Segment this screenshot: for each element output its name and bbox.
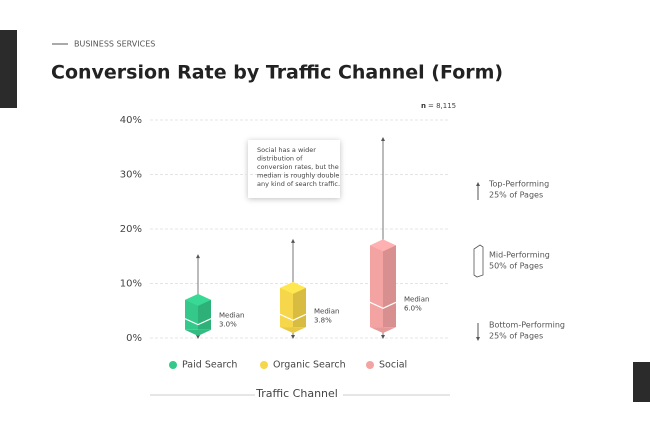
sample-note: = 8,115: [428, 102, 456, 110]
box-left: [370, 245, 383, 328]
side-legend-text: Mid-Performing: [489, 251, 550, 260]
annotation-line: distribution of: [257, 155, 303, 163]
y-tick-label: 30%: [120, 170, 142, 181]
legend-label: Social: [379, 360, 407, 371]
box-left: [185, 299, 198, 330]
decor-bar: [0, 30, 17, 108]
chart-title: Conversion Rate by Traffic Channel (Form…: [51, 62, 503, 84]
side-icons: [473, 182, 484, 341]
annotation-line: Social has a wider: [257, 146, 316, 154]
annotation: [248, 140, 340, 198]
box-bottom: [185, 329, 211, 336]
side-legend-text: Top-Performing: [488, 180, 549, 189]
median-line: [184, 318, 212, 326]
annotation-box: [248, 140, 340, 198]
box-right: [198, 299, 211, 330]
x-axis-title: Traffic Channel: [255, 387, 338, 400]
median-line: [279, 313, 307, 321]
median-line: [369, 301, 397, 309]
up-arrow-head: [476, 182, 480, 186]
median-value-label: 6.0%: [404, 304, 422, 312]
legend-swatch: [260, 361, 268, 369]
whisker-cap: [196, 254, 200, 259]
legend-label: Paid Search: [182, 360, 237, 371]
box-left: [280, 287, 293, 328]
y-tick-label: 40%: [120, 115, 142, 126]
annotation-line: median is roughly double: [257, 172, 339, 180]
median-label: Median: [404, 295, 429, 303]
median-label: Median: [314, 307, 339, 315]
whisker-cap: [381, 335, 385, 339]
side-legend-text: Bottom-Performing: [489, 321, 565, 330]
box-bottom: [370, 327, 396, 334]
box-right: [293, 287, 306, 328]
side-legend-text: 50% of Pages: [489, 262, 543, 271]
box-top: [370, 239, 396, 252]
y-tick-label: 20%: [120, 224, 142, 235]
annotation-line: any kind of search traffic.: [257, 180, 340, 188]
box-top: [185, 293, 211, 306]
median-value-label: 3.0%: [219, 321, 237, 329]
legend-swatch: [169, 361, 177, 369]
legend-label: Organic Search: [273, 360, 346, 371]
side-legend-text: 25% of Pages: [489, 191, 543, 200]
sample-symbol: n: [421, 102, 426, 110]
box-right: [383, 245, 396, 328]
kicker: BUSINESS SERVICES: [74, 40, 155, 49]
whisker-cap: [381, 136, 385, 141]
median-value-label: 3.8%: [314, 316, 332, 324]
mid-icon: [473, 244, 484, 278]
annotation-line: conversion rates, but the: [257, 163, 339, 171]
whisker-cap: [291, 238, 295, 243]
y-tick-label: 10%: [120, 279, 142, 290]
y-tick-label: 0%: [126, 333, 142, 344]
box-top: [280, 281, 306, 294]
whisker-cap: [196, 335, 200, 339]
legend-swatch: [366, 361, 374, 369]
decor-bar: [633, 362, 650, 402]
down-arrow-head: [476, 337, 480, 341]
side-legend-text: 25% of Pages: [489, 332, 543, 341]
box-bottom: [280, 327, 306, 334]
whisker-cap: [291, 335, 295, 339]
median-label: Median: [219, 312, 244, 320]
